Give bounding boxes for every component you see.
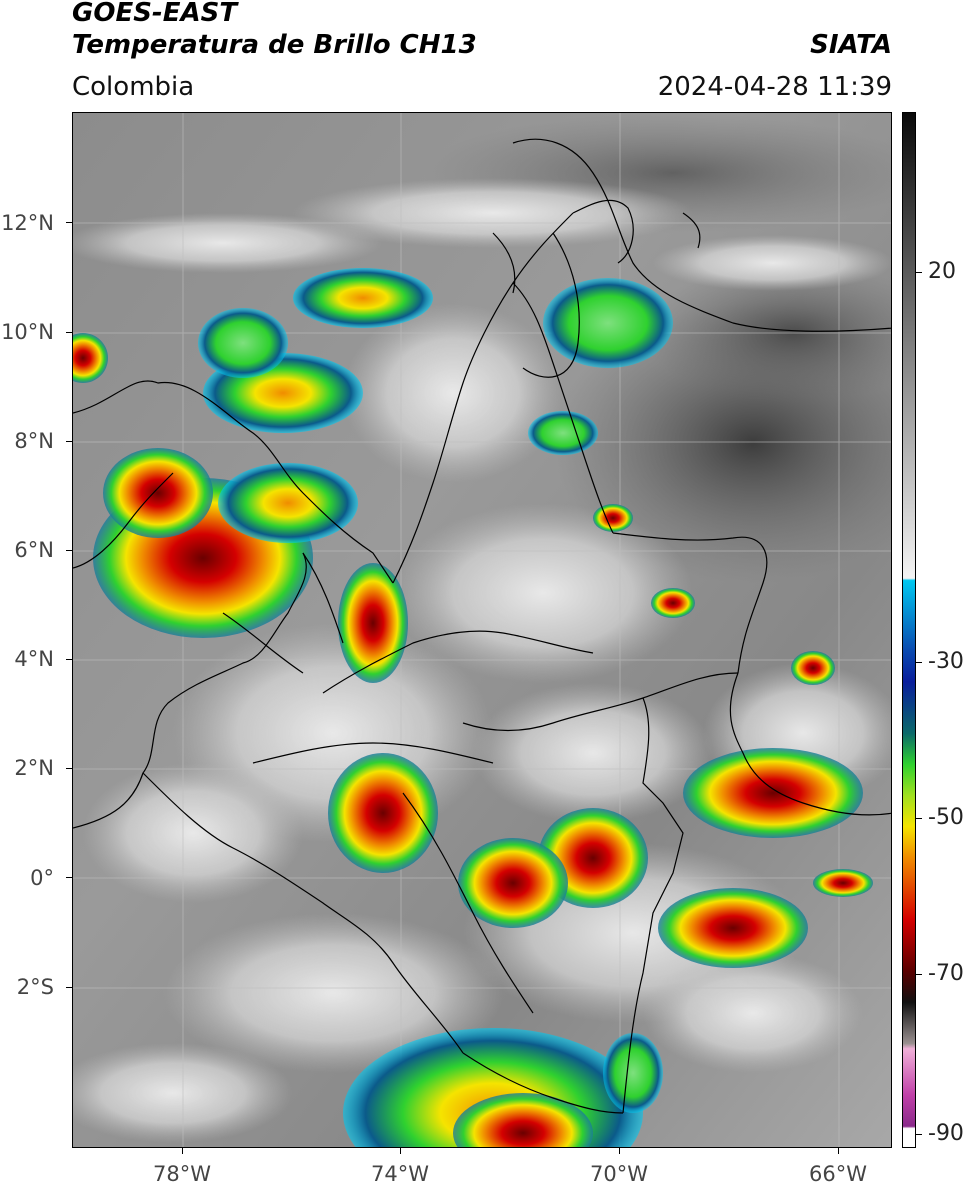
lat-tick <box>66 659 72 660</box>
lat-tick <box>66 550 72 551</box>
colorbar-tick <box>916 974 922 975</box>
lat-label: 2°S <box>16 975 54 999</box>
colorbar-label: 20 <box>928 259 956 284</box>
lat-label: 10°N <box>1 320 54 344</box>
colorbar-label: -70 <box>928 961 964 986</box>
region-label: Colombia <box>72 72 195 102</box>
lat-label: 6°N <box>14 538 54 562</box>
lon-tick <box>182 1148 183 1154</box>
lat-label: 8°N <box>14 429 54 453</box>
colorbar <box>902 112 916 1148</box>
lon-tick <box>838 1148 839 1154</box>
lat-tick <box>66 768 72 769</box>
satellite-image <box>73 113 891 1147</box>
colorbar-tick <box>916 272 922 273</box>
datetime-label: 2024-04-28 11:39 <box>657 72 892 102</box>
colorbar-tick <box>916 818 922 819</box>
lat-label: 4°N <box>14 647 54 671</box>
colorbar-tick <box>916 1134 922 1135</box>
lon-tick <box>619 1148 620 1154</box>
title-line-2: Temperatura de Brillo CH13 <box>72 30 477 60</box>
lon-label: 74°W <box>371 1162 429 1186</box>
colorbar-tick <box>916 662 922 663</box>
colorbar-gradient <box>903 113 915 1147</box>
brand-label: SIATA <box>810 30 892 60</box>
lat-tick <box>66 987 72 988</box>
lon-tick <box>400 1148 401 1154</box>
colorbar-label: -50 <box>928 805 964 830</box>
title-line-1: GOES-EAST <box>72 0 238 28</box>
lat-tick <box>66 877 72 878</box>
lat-label: 2°N <box>14 756 54 780</box>
lon-label: 78°W <box>153 1162 211 1186</box>
satellite-map[interactable] <box>72 112 892 1148</box>
convective-storms <box>73 268 873 1147</box>
colorbar-label: -30 <box>928 649 964 674</box>
borders <box>73 138 891 1114</box>
lat-tick <box>66 222 72 223</box>
lat-tick <box>66 441 72 442</box>
lat-label: 12°N <box>1 211 54 235</box>
lat-tick <box>66 332 72 333</box>
lon-label: 66°W <box>809 1162 867 1186</box>
lat-label: 0° <box>30 866 54 890</box>
colorbar-label: -90 <box>928 1121 964 1146</box>
lon-label: 70°W <box>590 1162 648 1186</box>
